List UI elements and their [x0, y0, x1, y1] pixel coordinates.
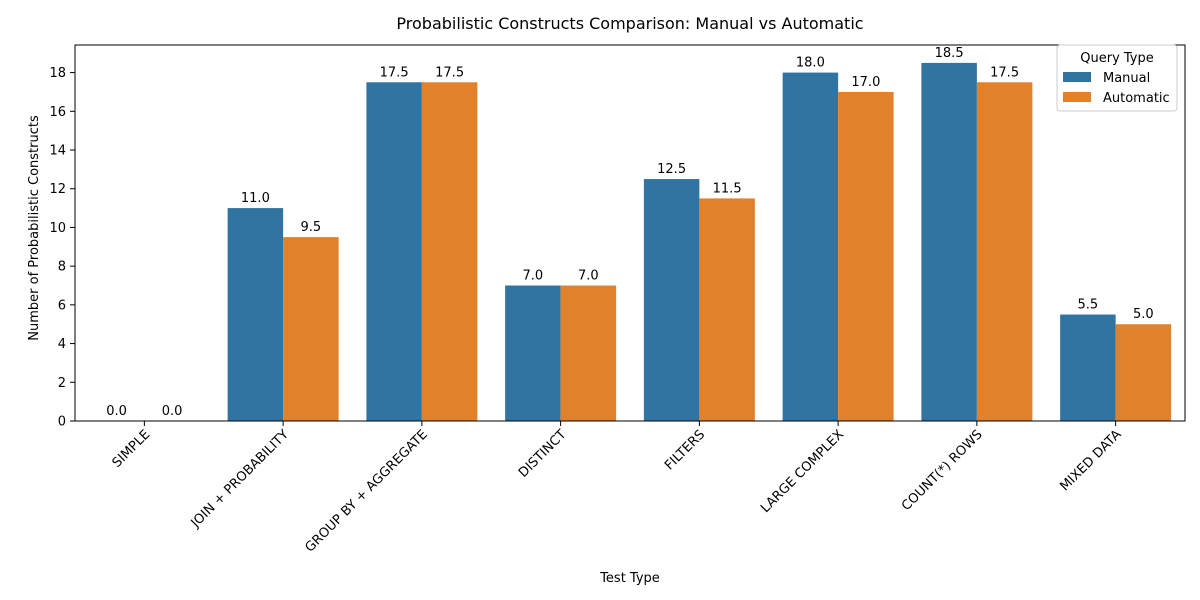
y-tick-label: 0 — [58, 415, 66, 430]
data-label: 7.0 — [523, 269, 544, 284]
y-tick-label: 10 — [49, 221, 66, 236]
y-tick-label: 12 — [49, 182, 66, 197]
bar-manual-1 — [227, 208, 284, 421]
legend: Query Type Manual Automatic — [1056, 44, 1178, 112]
bar-automatic-3 — [560, 285, 617, 421]
bar-automatic-1 — [283, 237, 339, 421]
y-tick-label: 4 — [58, 337, 66, 352]
data-label: 17.5 — [380, 65, 409, 80]
x-tick-label: JOIN + PROBABILITY — [188, 427, 292, 531]
y-tick-label: 2 — [58, 376, 66, 391]
data-label: 0.0 — [162, 404, 183, 419]
data-label: 11.5 — [713, 181, 742, 196]
bar-manual-5 — [782, 72, 839, 421]
data-label: 7.0 — [578, 269, 599, 284]
legend-label-automatic: Automatic — [1103, 91, 1170, 106]
data-label: 18.5 — [935, 46, 964, 61]
bar-manual-3 — [505, 285, 561, 421]
y-tick-label: 14 — [49, 144, 66, 159]
bar-manual-7 — [1060, 314, 1116, 421]
bar-automatic-4 — [699, 198, 755, 421]
x-tick-label: SIMPLE — [110, 427, 154, 471]
x-axis-title: Test Type — [599, 571, 660, 586]
data-label: 17.5 — [435, 65, 464, 80]
legend-swatch-automatic — [1063, 92, 1091, 102]
x-tick-label: DISTINCT — [516, 427, 570, 481]
data-label: 17.5 — [990, 65, 1019, 80]
data-label: 0.0 — [106, 404, 127, 419]
bar-manual-4 — [643, 179, 700, 421]
data-label: 17.0 — [851, 75, 880, 90]
y-tick-label: 6 — [58, 298, 66, 313]
bars-layer — [227, 62, 1172, 422]
legend-swatch-manual — [1063, 72, 1091, 82]
plot-frame — [74, 44, 1186, 422]
data-label: 11.0 — [241, 191, 270, 206]
y-tick-label: 16 — [49, 105, 66, 120]
data-label: 5.5 — [1078, 298, 1099, 313]
bar-manual-6 — [921, 62, 977, 422]
y-axis-title: Number of Probabilistic Constructs — [27, 115, 42, 341]
x-tick-label: MIXED DATA — [1057, 427, 1124, 494]
chart-title: Probabilistic Constructs Comparison: Man… — [396, 14, 863, 33]
bar-automatic-2 — [421, 82, 478, 421]
legend-label-manual: Manual — [1103, 71, 1150, 86]
x-tick-label: LARGE COMPLEX — [758, 427, 847, 516]
x-tick-label: FILTERS — [662, 427, 708, 473]
data-label: 12.5 — [657, 162, 686, 177]
data-labels-layer: 0.0 0.0 11.0 9.5 17.5 17.5 7.0 7.0 12.5 11.5 18.0 1… — [106, 46, 1153, 419]
bar-automatic-5 — [838, 91, 894, 421]
data-label: 9.5 — [301, 220, 322, 235]
data-label: 5.0 — [1133, 307, 1154, 322]
bar-automatic-6 — [976, 82, 1033, 421]
x-tick-label: COUNT(*) ROWS — [899, 427, 986, 514]
legend-title: Query Type — [1080, 51, 1154, 66]
bar-automatic-7 — [1115, 324, 1172, 421]
y-tick-label: 18 — [49, 66, 66, 81]
x-tick-label: GROUP BY + AGGREGATE — [303, 427, 431, 555]
bar-manual-2 — [366, 82, 422, 421]
y-tick-label: 8 — [58, 260, 66, 275]
data-label: 18.0 — [796, 56, 825, 71]
